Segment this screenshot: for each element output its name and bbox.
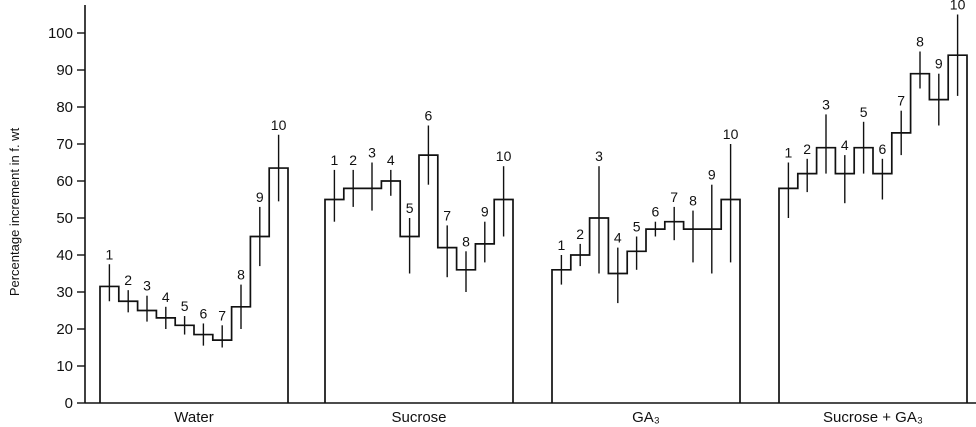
bar-number-label: 5 [860,104,868,120]
bar-number-label: 5 [633,219,641,235]
y-tick-label: 100 [48,25,73,42]
bar-number-label: 5 [406,200,414,216]
bar-number-label: 8 [689,193,697,209]
bar-group: 1 2 3 4 5 6 7 89 10 Sucrose + GA₃ [778,0,968,426]
bar-number-label: 5 [181,298,189,314]
bar-number-label: 2 [349,152,357,168]
bar-number-label: 4 [614,230,622,246]
bar-number-label: 1 [785,145,793,161]
bar-number-label: 4 [387,152,395,168]
y-tick-label: 20 [56,321,73,338]
bar-number-label: 10 [496,148,512,164]
bar-number-label: 10 [271,117,287,133]
bar-number-label: 9 [935,56,943,72]
bar-number-label: 9 [708,167,716,183]
bar-number-label: 7 [670,189,678,205]
bar-number-label: 2 [576,226,584,242]
y-tick-label: 60 [56,173,73,190]
bar-number-label: 6 [200,305,208,321]
bar-number-label: 6 [652,204,660,220]
bar-number-label: 2 [803,141,811,157]
y-tick-label: 30 [56,284,73,301]
y-tick-label: 40 [56,247,73,264]
bar-number-label: 9 [256,189,264,205]
bar-number-label: 8 [916,34,924,50]
bar-number-label: 8 [462,233,470,249]
bar-outline [551,198,741,403]
bar-number-label: 3 [143,278,151,294]
group-label: Sucrose + GA₃ [823,409,923,426]
y-tick-label: 70 [56,136,73,153]
bar-number-label: 6 [879,141,887,157]
group-label: Water [174,409,213,426]
bar-number-label: 3 [822,96,830,112]
bar-number-label: 10 [723,126,739,142]
bar-number-label: 10 [950,0,966,13]
bar-number-label: 1 [331,152,339,168]
bar-number-label: 9 [481,204,489,220]
bar-number-label: 1 [106,246,114,262]
group-label: GA₃ [632,409,660,426]
bar-number-label: 7 [443,207,451,223]
bar-number-label: 7 [218,307,226,323]
bar-number-label: 4 [162,289,170,305]
y-tick-label: 10 [56,358,73,375]
bar-number-label: 7 [897,93,905,109]
y-axis-title: Percentage increment in f. wt [7,127,22,296]
bar-number-label: 6 [425,108,433,124]
bar-outline [324,154,514,403]
bar-number-label: 3 [595,148,603,164]
y-ticks: 0 10 20 30 40 50 60 70 80 90 100 [48,25,85,412]
bar-group: 1 2 3 4 5 6 789 10 Sucrose [324,108,514,426]
bar-number-label: 3 [368,145,376,161]
bar-number-label: 8 [237,267,245,283]
bar-number-label: 2 [124,272,132,288]
bar-group: 12 345 6 7 8 9 10 Water [99,117,289,426]
y-tick-label: 80 [56,99,73,116]
y-tick-label: 50 [56,210,73,227]
y-tick-label: 90 [56,62,73,79]
y-tick-label: 0 [65,395,73,412]
bar-number-label: 1 [558,237,566,253]
bar-number-label: 4 [841,137,849,153]
group-label: Sucrose [391,409,446,426]
